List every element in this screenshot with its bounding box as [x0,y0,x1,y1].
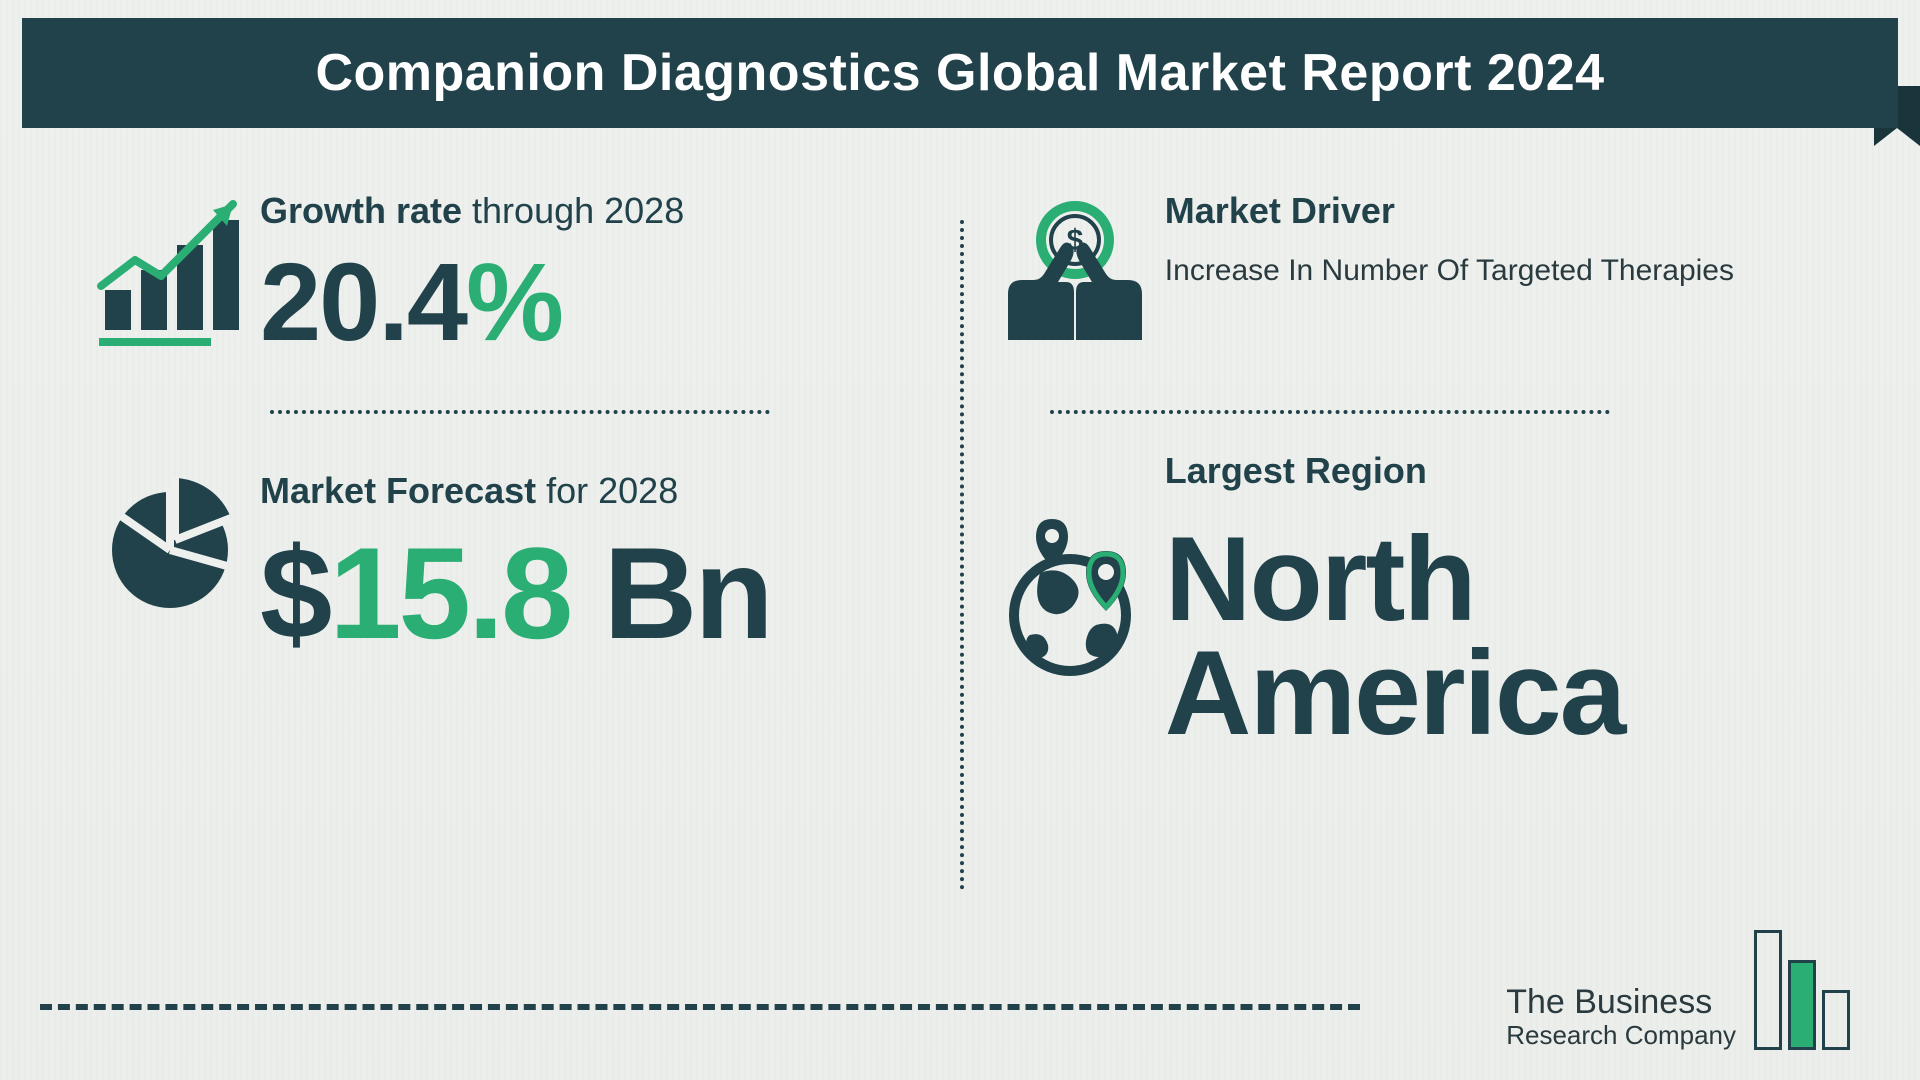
brand-logo: The Business Research Company [1506,930,1850,1050]
region-line-2: America [1165,636,1830,750]
region-line-1: North [1165,522,1830,636]
growth-rate-number: 20.4 [260,241,466,364]
largest-region-cell: Largest Region North America [995,450,1830,750]
largest-region-label: Largest Region [1165,450,1830,492]
market-forecast-label-rest: for 2028 [536,470,678,511]
growth-chart-icon [90,190,250,350]
growth-rate-cell: Growth rate through 2028 20.4% [90,190,925,358]
growth-rate-label: Growth rate through 2028 [260,190,925,232]
growth-rate-value: 20.4% [260,248,925,358]
market-forecast-cell: Market Forecast for 2028 $15.8 Bn [90,470,925,658]
page-title: Companion Diagnostics Global Market Repo… [315,43,1604,103]
largest-region-value: North America [1165,522,1830,750]
largest-region-label-bold: Largest Region [1165,450,1427,491]
market-forecast-value: $15.8 Bn [260,528,925,658]
content-grid: Growth rate through 2028 20.4% $ Market … [90,190,1830,960]
logo-bar [1788,960,1816,1050]
forecast-number: 15.8 [329,520,570,666]
forecast-currency-symbol: $ [260,520,329,666]
market-driver-label-bold: Market Driver [1165,190,1395,231]
logo-bar [1754,930,1782,1050]
right-horizontal-divider [1050,410,1610,414]
forecast-unit: Bn [570,520,770,666]
header-bar: Companion Diagnostics Global Market Repo… [22,18,1898,128]
brand-logo-text: The Business Research Company [1506,984,1736,1050]
bottom-dashed-rule [40,1004,1360,1010]
market-driver-label: Market Driver [1165,190,1830,232]
vertical-divider [960,220,964,890]
market-forecast-label-bold: Market Forecast [260,470,536,511]
brand-logo-line-1: The Business [1506,984,1736,1021]
brand-logo-bars-icon [1754,930,1850,1050]
pie-chart-icon [90,470,250,620]
left-horizontal-divider [270,410,770,414]
logo-bar [1822,990,1850,1050]
growth-rate-label-rest: through 2028 [462,190,684,231]
hands-coin-icon: $ [995,190,1155,350]
market-driver-cell: $ Market Driver Increase In Number Of Ta… [995,190,1830,350]
growth-rate-percent-sign: % [466,241,562,364]
market-driver-text: Increase In Number Of Targeted Therapies [1165,254,1830,288]
growth-rate-label-bold: Growth rate [260,190,462,231]
market-forecast-label: Market Forecast for 2028 [260,470,925,512]
globe-pins-icon [995,515,1155,685]
brand-logo-line-2: Research Company [1506,1021,1736,1050]
